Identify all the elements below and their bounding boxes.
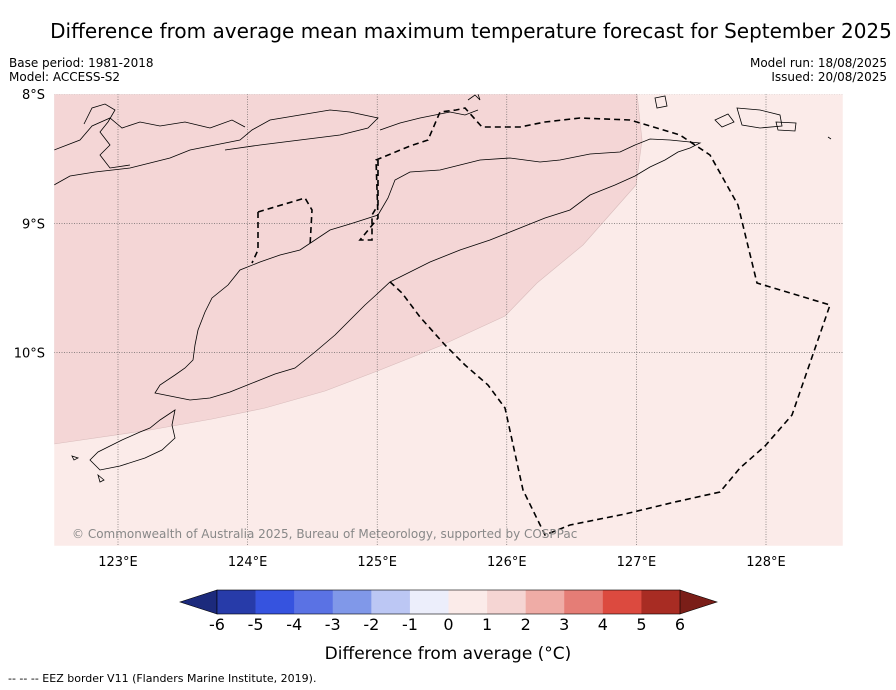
colorbar-swatch: [641, 590, 681, 614]
colorbar: [179, 589, 718, 615]
lon-label: 125°E: [357, 555, 397, 570]
latitude-labels: 8°S 9°S 10°S: [14, 88, 45, 362]
lat-label: 10°S: [14, 347, 45, 362]
lon-label: 124°E: [228, 555, 268, 570]
colorbar-label: Difference from average (°C): [325, 644, 572, 664]
colorbar-tick-label: -4: [286, 615, 302, 634]
longitude-labels: 123°E 124°E 125°E 126°E 127°E 128°E: [98, 555, 786, 570]
colorbar-frame: [216, 589, 681, 615]
copyright-text: © Commonwealth of Australia 2025, Bureau…: [72, 527, 577, 541]
region-1-2: [54, 94, 643, 445]
colorbar-ticks: -6 -5 -4 -3 -2 -1 0 1 2 3 4 5 6: [209, 615, 685, 634]
colorbar-tick-label: -2: [363, 615, 379, 634]
map-area[interactable]: [54, 94, 843, 546]
model-name: Model: ACCESS-S2: [9, 70, 121, 84]
colorbar-swatch: [217, 590, 256, 614]
issued-date: Issued: 20/08/2025: [771, 70, 887, 84]
colorbar-swatch: [332, 590, 372, 614]
colorbar-swatch: [255, 590, 295, 614]
colorbar-swatch: [602, 590, 642, 614]
colorbar-tick-label: 2: [521, 615, 531, 634]
eez-border: [251, 107, 832, 537]
colorbar-swatch: [409, 590, 449, 614]
colorbar-over-arrow: [679, 589, 718, 615]
colorbar-swatch: [294, 590, 334, 614]
colorbar-tick-label: -6: [209, 615, 225, 634]
lon-label: 126°E: [487, 555, 527, 570]
lat-label: 9°S: [22, 217, 45, 232]
colorbar-swatch: [448, 590, 488, 614]
eez-footnote: -- -- -- EEZ border V11 (Flanders Marine…: [8, 672, 317, 685]
colorbar-tick-label: 0: [443, 615, 453, 634]
colorbar-swatch: [525, 590, 565, 614]
colorbar-tick-label: -5: [248, 615, 264, 634]
coastlines: [54, 94, 832, 483]
lon-label: 123°E: [98, 555, 138, 570]
colorbar-tick-label: -1: [402, 615, 418, 634]
model-run: Model run: 18/08/2025: [749, 56, 887, 70]
meta-right: Model run: 18/08/2025 Issued: 20/08/2025: [750, 56, 887, 84]
colorbar-tick-label: 1: [482, 615, 492, 634]
lon-label: 127°E: [617, 555, 657, 570]
colorbar-tick-label: -3: [325, 615, 341, 634]
colorbar-swatch: [487, 590, 526, 614]
colorbar-swatch: [371, 590, 411, 614]
colorbar-under-arrow: [179, 589, 218, 615]
lon-label: 128°E: [746, 555, 786, 570]
lat-label: 8°S: [22, 88, 45, 103]
colorbar-tick-label: 3: [559, 615, 569, 634]
meta-left: Base period: 1981-2018 Model: ACCESS-S2: [9, 56, 154, 84]
colorbar-tick-label: 6: [675, 615, 685, 634]
base-period: Base period: 1981-2018: [9, 56, 154, 70]
colorbar-tick-label: 5: [636, 615, 646, 634]
colorbar-swatch: [564, 590, 604, 614]
chart-title: Difference from average mean maximum tem…: [50, 19, 892, 43]
colorbar-tick-label: 4: [598, 615, 608, 634]
